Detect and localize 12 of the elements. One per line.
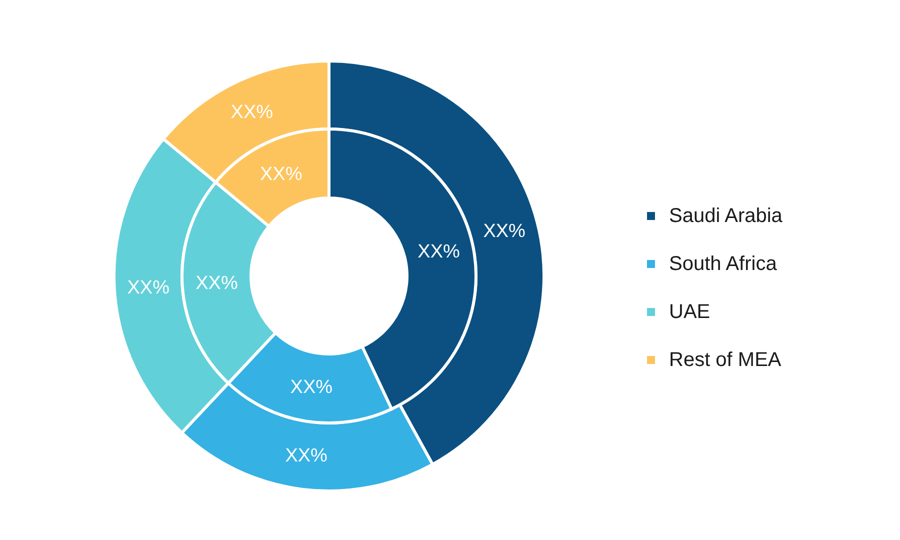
data-label: XX% [196,273,238,294]
data-label: XX% [418,241,460,262]
data-label: XX% [285,446,328,467]
legend-label: Saudi Arabia [669,205,784,227]
legend-label: Rest of MEA [669,349,782,371]
data-label: XX% [127,277,170,298]
legend-label: South Africa [669,253,778,275]
data-label: XX% [260,164,302,186]
legend-label: UAE [669,301,710,323]
data-label: XX% [483,220,526,242]
data-label: XX% [230,102,274,124]
data-label: XX% [290,377,333,398]
